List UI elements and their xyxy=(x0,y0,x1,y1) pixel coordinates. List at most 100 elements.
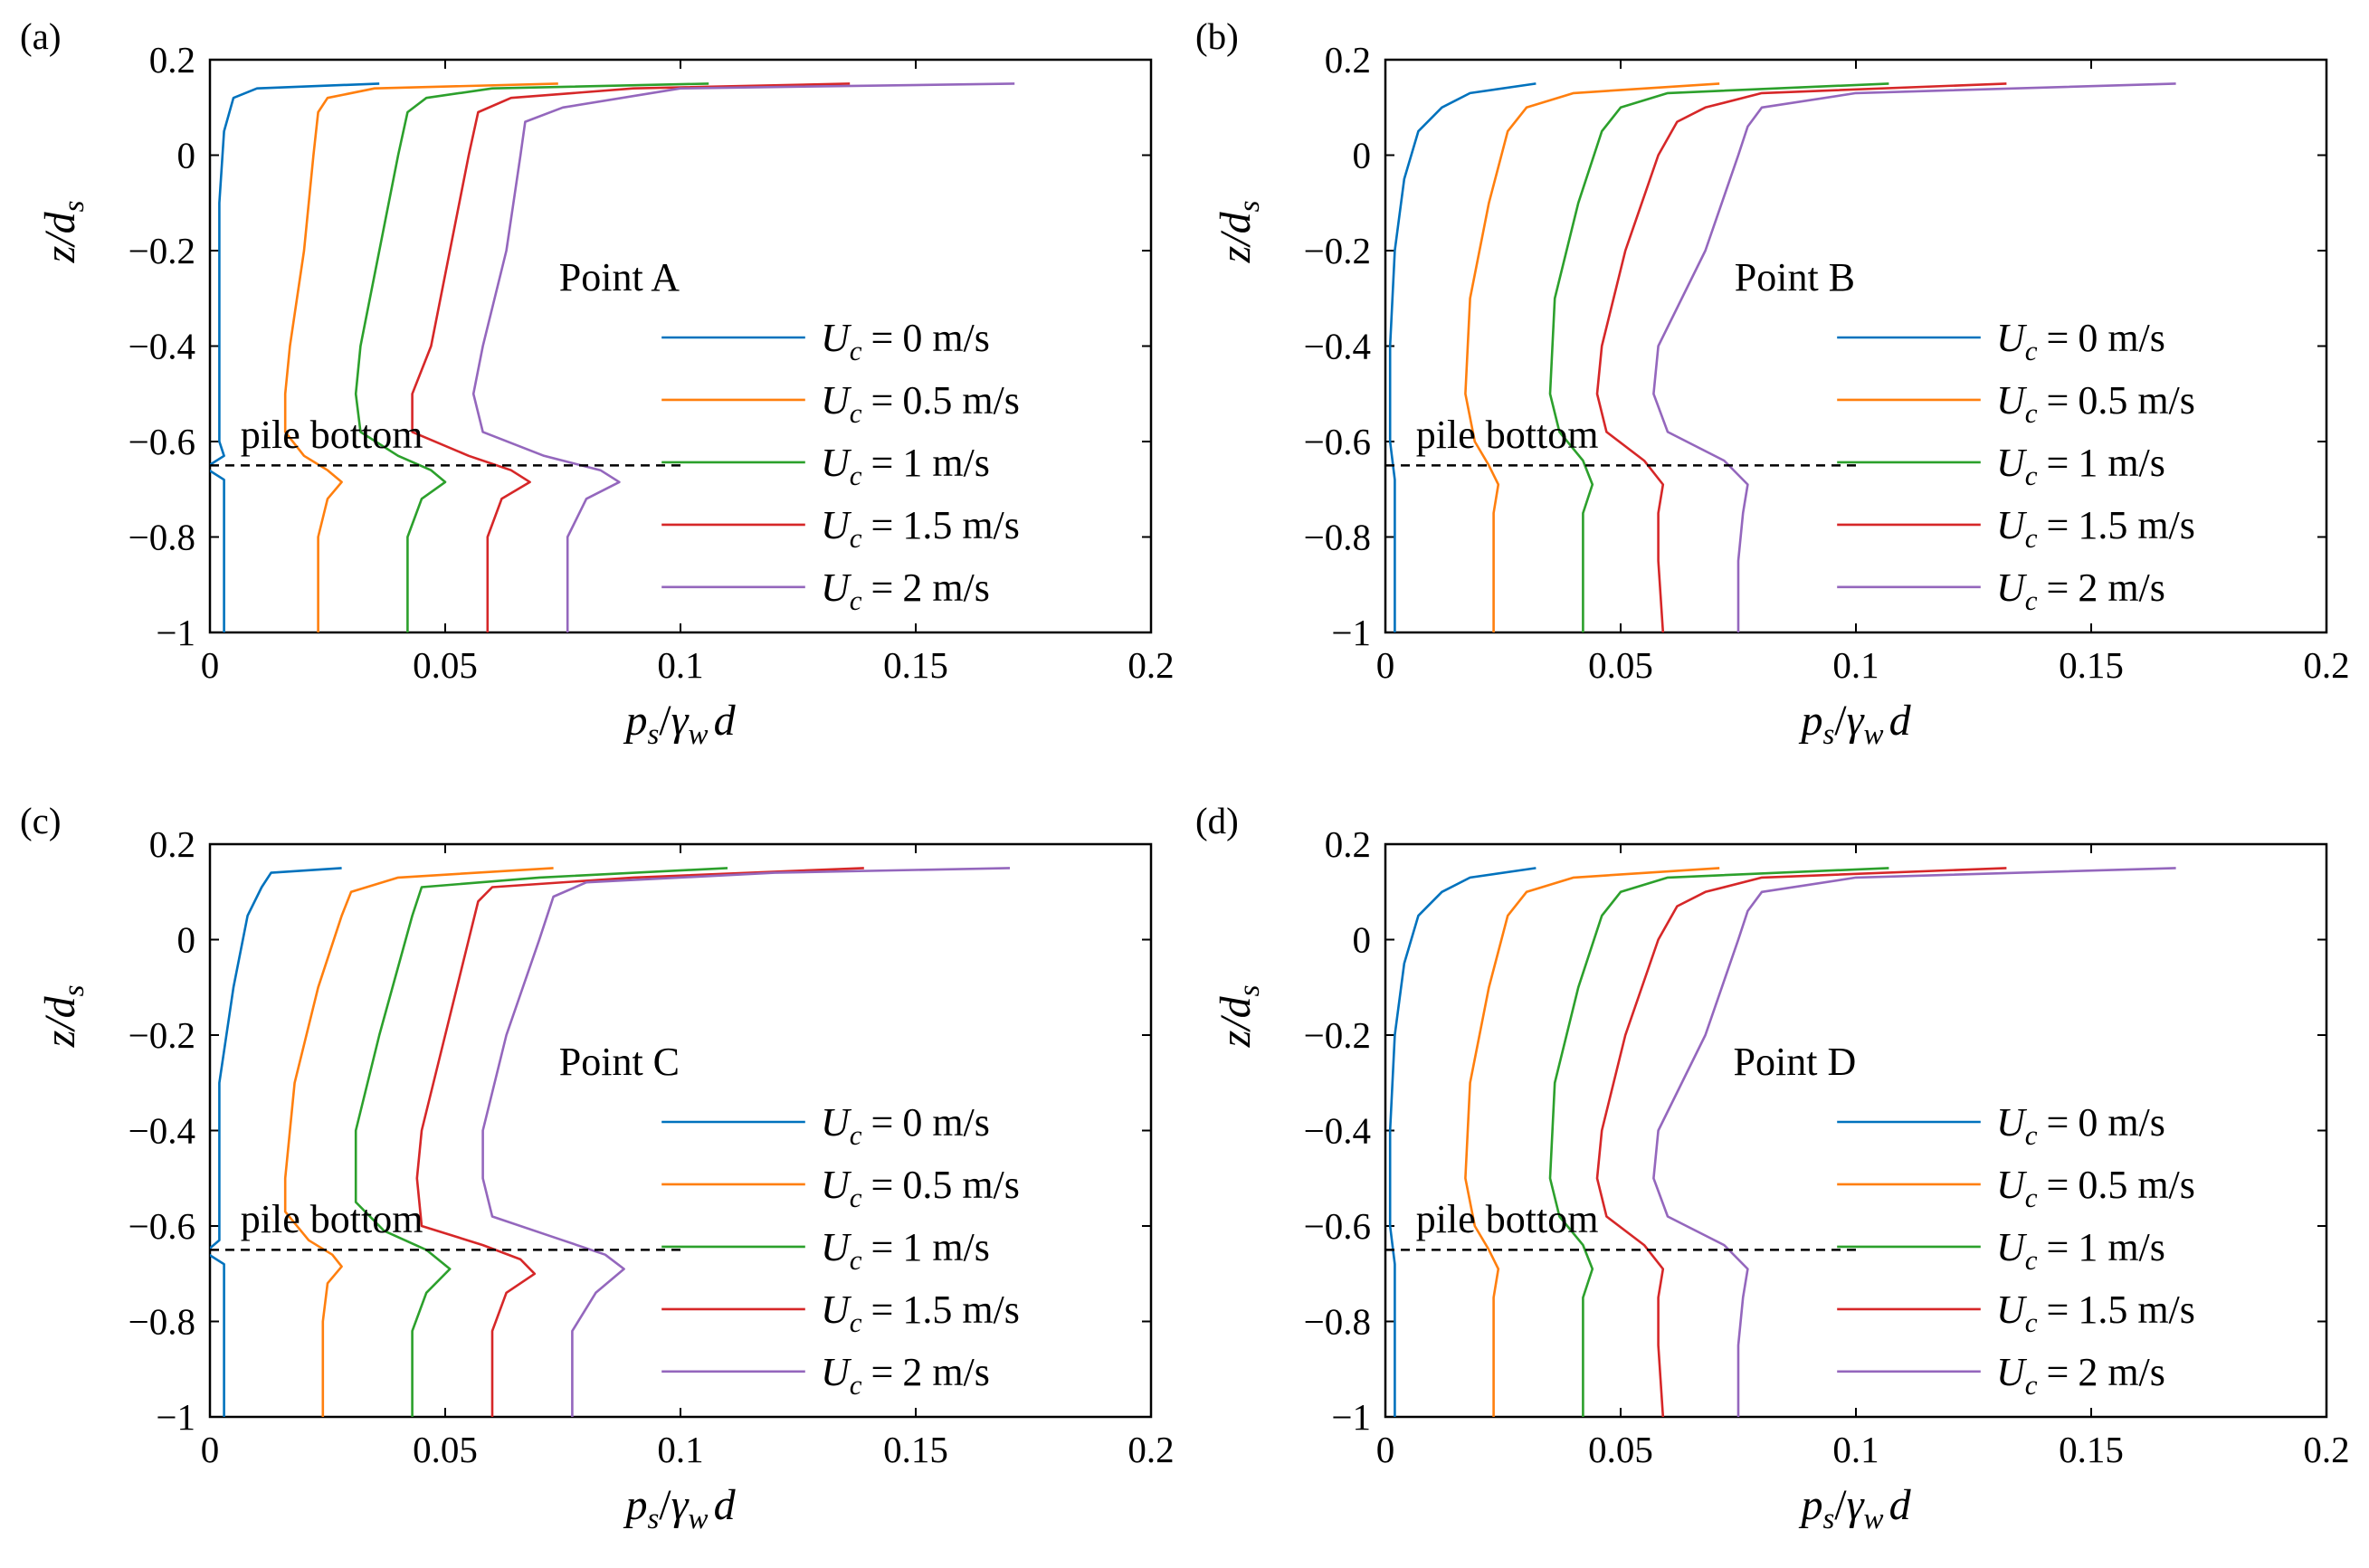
legend-value: 1.5 m/s xyxy=(2078,503,2195,547)
x-tick-label: 0.1 xyxy=(1832,1429,1879,1470)
legend-entry-3: Uc = 1 m/s xyxy=(821,1225,990,1276)
legend-equals: = xyxy=(2047,441,2069,485)
legend-value: 1 m/s xyxy=(902,1225,990,1269)
y-tick-label: −0.6 xyxy=(128,421,195,462)
series-line-5 xyxy=(1652,82,2176,632)
legend-var-sub: c xyxy=(2025,1369,2038,1401)
y-tick-label: −1 xyxy=(156,1396,195,1438)
legend-value: 0 m/s xyxy=(2078,1100,2165,1145)
panel-label: (b) xyxy=(1195,15,1239,57)
legend-var: U xyxy=(821,1163,852,1207)
legend-var: U xyxy=(821,1225,852,1269)
x-label-d: d xyxy=(1889,1481,1912,1529)
legend-equals: = xyxy=(2047,1225,2069,1269)
panel-label: (a) xyxy=(20,15,62,57)
legend-var: U xyxy=(1996,1163,2028,1207)
legend-entry-3: Uc = 1 m/s xyxy=(1996,1225,2165,1276)
legend-var-sub: c xyxy=(850,1244,862,1276)
legend-entry-1: Uc = 0 m/s xyxy=(821,1100,990,1151)
x-tick-label: 0 xyxy=(1376,644,1395,686)
x-axis-label: ps/γw d xyxy=(623,697,736,751)
legend-var-sub: c xyxy=(850,1307,862,1338)
legend-var-sub: c xyxy=(2025,335,2038,366)
series-line-1 xyxy=(210,82,380,632)
y-tick-label: 0 xyxy=(1353,135,1372,176)
series-line-4 xyxy=(411,82,851,632)
pile-bottom-label: pile bottom xyxy=(1416,1197,1599,1241)
legend-var-sub: c xyxy=(2025,584,2038,616)
series-line-4 xyxy=(415,867,864,1417)
series-lines xyxy=(210,867,1011,1417)
y-tick-label: −1 xyxy=(1331,1396,1371,1438)
y-tick-label: −0.4 xyxy=(1304,326,1371,367)
x-label-d: d xyxy=(714,697,737,745)
series-line-2 xyxy=(283,82,558,632)
y-label-var: z/d xyxy=(1212,995,1260,1048)
x-tick-label: 0 xyxy=(1376,1429,1395,1470)
series-line-4 xyxy=(1595,82,2007,632)
legend-equals: = xyxy=(2047,1100,2069,1145)
y-tick-label: −0.2 xyxy=(1304,1014,1371,1056)
legend-value: 1 m/s xyxy=(902,441,990,485)
legend-var-sub: c xyxy=(2025,1307,2038,1338)
pile-bottom-label: pile bottom xyxy=(241,413,423,457)
x-label-slash: / xyxy=(1834,697,1847,745)
x-label-gamma: γ xyxy=(671,1481,690,1529)
x-label-sub: s xyxy=(1822,718,1834,751)
series-line-3 xyxy=(354,82,709,632)
legend-value: 1.5 m/s xyxy=(902,1288,1020,1332)
x-tick-label: 0.2 xyxy=(1127,1429,1174,1470)
x-tick-label: 0.1 xyxy=(657,644,703,686)
panel-label: (d) xyxy=(1195,800,1239,841)
series-line-5 xyxy=(1652,867,2176,1417)
legend-entry-5: Uc = 2 m/s xyxy=(1996,1350,2165,1401)
y-axis-label: z/ds xyxy=(36,984,90,1048)
series-line-2 xyxy=(1464,82,1720,632)
legend-equals: = xyxy=(2047,1350,2069,1394)
y-tick-label: −0.4 xyxy=(128,326,195,367)
x-label-gamma-sub: w xyxy=(689,1503,709,1535)
y-tick-label: 0 xyxy=(177,919,196,961)
legend-entry-1: Uc = 0 m/s xyxy=(1996,1100,2165,1151)
legend-var: U xyxy=(821,1100,852,1145)
legend-var: U xyxy=(821,1288,852,1332)
x-label-gamma-sub: w xyxy=(1864,718,1884,751)
y-label-sub: s xyxy=(58,984,90,996)
y-tick-label: −0.4 xyxy=(128,1110,195,1152)
legend-var-sub: c xyxy=(2025,1182,2038,1213)
series-line-3 xyxy=(354,867,728,1417)
legend-equals: = xyxy=(871,441,894,485)
x-tick-label: 0 xyxy=(201,644,220,686)
legend-value: 1 m/s xyxy=(2078,1225,2165,1269)
point-label: Point A xyxy=(559,255,680,299)
legend-entry-1: Uc = 0 m/s xyxy=(1996,316,2165,366)
panel-label: (c) xyxy=(20,800,62,841)
y-label-sub: s xyxy=(58,200,90,212)
x-label-slash: / xyxy=(659,697,671,745)
x-tick-label: 0.15 xyxy=(2059,644,2124,686)
legend-var-sub: c xyxy=(850,522,862,554)
series-line-1 xyxy=(210,867,342,1417)
x-tick-label: 0.2 xyxy=(2303,1429,2349,1470)
x-label-d: d xyxy=(1889,697,1912,745)
legend-entry-3: Uc = 1 m/s xyxy=(821,441,990,491)
legend-var-sub: c xyxy=(2025,460,2038,491)
x-tick-label: 0.1 xyxy=(657,1429,703,1470)
legend-value: 0.5 m/s xyxy=(2078,378,2195,423)
legend-value: 0.5 m/s xyxy=(902,378,1020,423)
legend-var-sub: c xyxy=(850,460,862,491)
legend-equals: = xyxy=(871,1225,894,1269)
series-line-5 xyxy=(481,867,1011,1417)
series-lines xyxy=(1388,82,2176,632)
y-tick-label: −0.8 xyxy=(1304,1301,1371,1343)
y-axis-label: z/ds xyxy=(36,200,90,263)
panel-c: 0 0.05 0.1 0.15 0.2 0.2 0 −0.2 −0.4 −0.6 −0.8 −1 (c)… xyxy=(20,800,1175,1535)
x-tick-label: 0.15 xyxy=(2059,1429,2124,1470)
x-label-var: p xyxy=(623,697,647,745)
legend-equals: = xyxy=(871,378,894,423)
x-tick-label: 0.05 xyxy=(413,1429,478,1470)
legend-var-sub: c xyxy=(850,584,862,616)
y-axis-label: z/ds xyxy=(1212,200,1266,263)
legend-value: 0 m/s xyxy=(2078,316,2165,360)
legend-var-sub: c xyxy=(2025,522,2038,554)
